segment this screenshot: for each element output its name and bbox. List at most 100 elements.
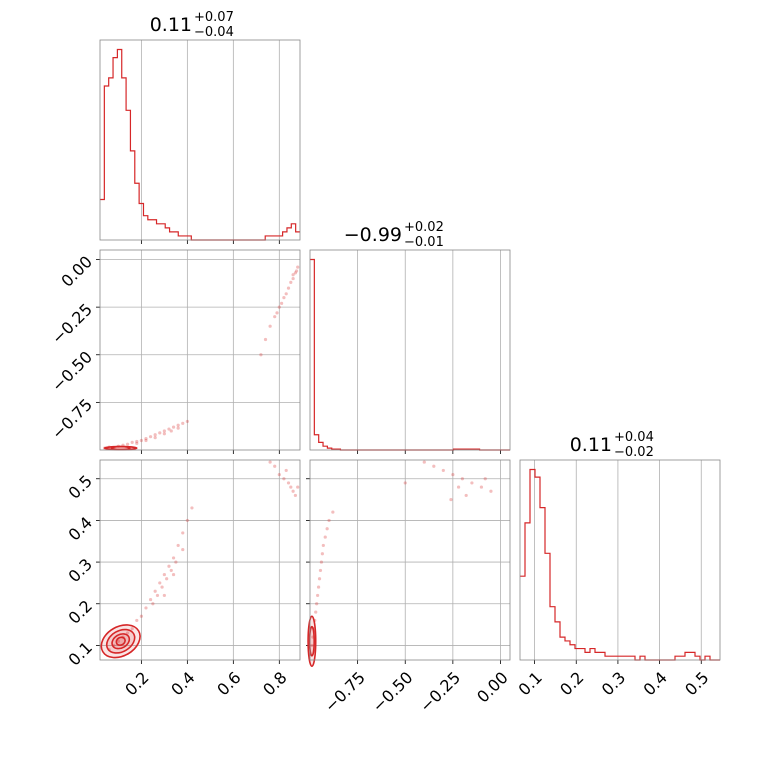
sample-point: [403, 481, 407, 485]
sample-point: [316, 585, 321, 589]
panel-frame: [309, 249, 511, 451]
title-value: −0.99: [344, 224, 402, 246]
sample-point: [291, 489, 295, 493]
sample-point: [291, 276, 295, 281]
sample-point: [169, 429, 173, 433]
sample-point: [130, 627, 134, 631]
title-plus: +0.02: [404, 220, 444, 235]
panel-frame: [99, 39, 301, 241]
hist-p1-panel: [309, 249, 511, 454]
sample-point: [284, 292, 288, 296]
sample-point: [167, 427, 171, 431]
sample-point: [441, 468, 445, 473]
title-minus: −0.04: [194, 25, 234, 40]
sample-point: [181, 531, 185, 535]
sample-point: [158, 431, 162, 435]
title-p2: 0.11 +0.04−0.02: [570, 430, 654, 460]
x-tick-label: 0.8: [259, 668, 290, 699]
y-tick-label: 0.00: [57, 252, 96, 291]
sample-point: [116, 639, 120, 643]
sample-point: [185, 419, 189, 424]
title-p0: 0.11 +0.07−0.04: [150, 10, 234, 40]
sample-point: [316, 593, 320, 598]
sample-point: [144, 436, 148, 441]
sample-point: [331, 510, 335, 514]
sample-point: [162, 572, 166, 577]
x-tick-label: 0.4: [167, 668, 198, 699]
title-plus: +0.07: [194, 10, 234, 25]
x-tick-label: 0.4: [639, 668, 670, 699]
sample-point: [158, 581, 162, 585]
sample-point: [273, 464, 277, 468]
sample-point: [162, 429, 166, 433]
sample-point: [277, 472, 281, 477]
panel-frame: [99, 249, 301, 451]
x-tick-label: 0.2: [556, 668, 587, 699]
sample-point: [162, 593, 166, 598]
sample-point: [286, 286, 291, 290]
sample-point: [432, 464, 436, 468]
sample-point: [479, 485, 484, 489]
sample-point: [148, 597, 153, 602]
sample-point: [296, 485, 300, 489]
sample-point: [317, 577, 322, 581]
title-plus: +0.04: [614, 430, 654, 445]
sample-point: [291, 273, 295, 277]
sample-point: [135, 618, 139, 623]
sample-point: [148, 435, 153, 439]
sample-point: [153, 436, 157, 440]
sample-point: [422, 460, 426, 464]
x-tick-label: −0.75: [321, 668, 369, 716]
sample-point: [273, 315, 277, 319]
density-contour: [100, 624, 141, 659]
sample-point: [169, 568, 173, 573]
sample-point: [470, 481, 474, 485]
sample-point: [320, 552, 324, 556]
sample-point: [294, 269, 299, 273]
sample-point: [174, 560, 178, 564]
sample-point: [181, 421, 185, 425]
sample-point: [327, 518, 331, 523]
sample-point: [323, 535, 327, 539]
sample-point: [286, 481, 291, 485]
sample-point: [153, 433, 157, 437]
sample-point: [139, 438, 143, 443]
sample-point: [144, 438, 148, 443]
sample-point: [135, 441, 139, 445]
hist-p0-panel: [99, 39, 301, 244]
sample-point: [456, 485, 461, 489]
x-tick-label: 0.2: [121, 668, 152, 699]
sample-point: [181, 547, 185, 552]
sample-point: [293, 493, 298, 498]
sample-point: [268, 324, 272, 328]
title-minus: −0.02: [614, 445, 654, 460]
sample-point: [151, 602, 155, 606]
sample-point: [259, 353, 263, 357]
sample-point: [460, 477, 464, 481]
sample-point: [483, 477, 487, 481]
histogram-step: [310, 258, 510, 451]
sample-point: [171, 572, 176, 577]
y-tick-label: 0.5: [65, 471, 96, 502]
x-tick-label: 0.5: [681, 668, 712, 699]
sample-point: [130, 440, 134, 444]
title-value: 0.11: [150, 14, 192, 36]
sample-point: [289, 485, 293, 489]
sample-point: [171, 556, 176, 560]
sample-point: [319, 560, 324, 564]
y-tick-label: 0.3: [65, 555, 96, 586]
panel-frame: [309, 459, 511, 661]
sample-point: [125, 442, 130, 446]
y-tick-label: 0.4: [65, 513, 96, 544]
sample-point: [167, 564, 171, 568]
panel-frame: [99, 459, 301, 661]
sample-point: [449, 497, 453, 502]
sample-point: [315, 602, 319, 606]
sample-point: [165, 577, 169, 581]
scatter-p0-p2-panel: [96, 459, 301, 664]
x-tick-label: −0.25: [416, 668, 464, 716]
x-tick-label: −0.50: [368, 668, 416, 716]
y-tick-label: 0.2: [65, 596, 96, 627]
sample-point: [282, 477, 286, 481]
